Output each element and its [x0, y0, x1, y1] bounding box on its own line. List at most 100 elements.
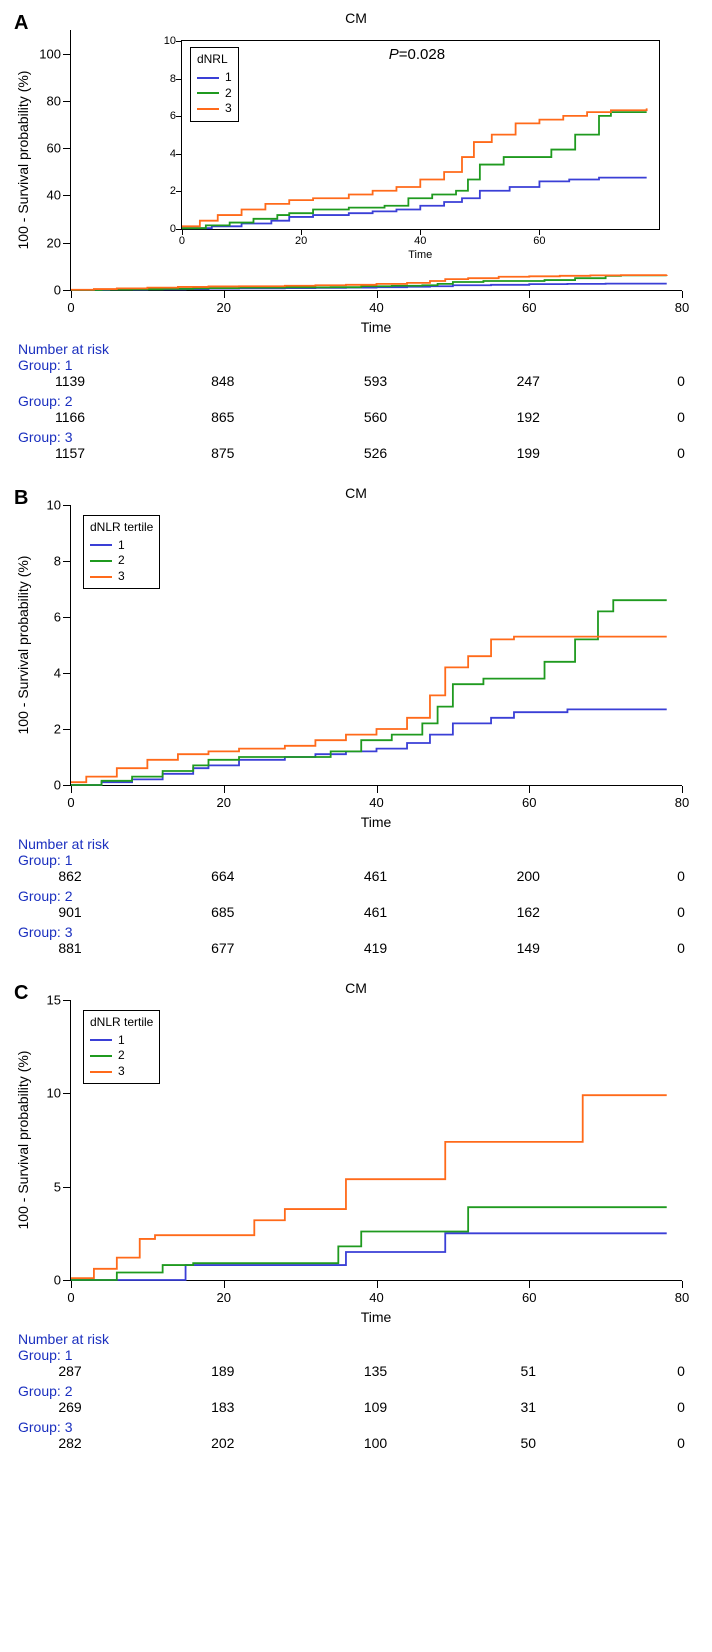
y-tick [63, 101, 70, 102]
y-tick [176, 116, 181, 117]
risk-cell: 1157 [55, 445, 85, 461]
p-value: P=0.028 [389, 46, 445, 63]
x-tick [71, 291, 72, 298]
legend-swatch [197, 77, 219, 79]
risk-cell: 50 [520, 1435, 536, 1451]
legend: dNLR tertile 123 [83, 515, 160, 589]
x-tick-label: 20 [217, 300, 231, 315]
legend-label: 3 [118, 1064, 125, 1080]
y-tick-label: 5 [54, 1179, 61, 1194]
x-tick-label: 20 [295, 235, 307, 247]
risk-row: 11578755261990 [70, 445, 681, 465]
plot-container: 100 - Survival probability (%) dNLR tert… [70, 1000, 682, 1325]
risk-cell: 192 [517, 409, 540, 425]
chart-title: CM [10, 980, 702, 996]
y-tick [63, 243, 70, 244]
risk-cell: 664 [211, 868, 234, 884]
x-tick-label: 40 [369, 1290, 383, 1305]
x-tick-label: 20 [217, 795, 231, 810]
y-tick [63, 1093, 70, 1094]
risk-cell: 560 [364, 409, 387, 425]
y-tick-label: 10 [47, 1086, 61, 1101]
risk-cell: 1166 [55, 409, 85, 425]
risk-header: Number at risk [18, 341, 682, 357]
legend-item: 3 [197, 101, 232, 117]
legend-item: 1 [90, 538, 153, 554]
y-tick-label: 2 [54, 722, 61, 737]
inset-lines [182, 41, 659, 228]
legend-swatch [90, 1055, 112, 1057]
legend-swatch [90, 544, 112, 546]
risk-cell: 109 [364, 1399, 387, 1415]
y-tick-label: 10 [164, 35, 176, 47]
risk-cell: 865 [211, 409, 234, 425]
risk-cell: 875 [211, 445, 234, 461]
y-tick-label: 0 [54, 283, 61, 298]
legend-swatch [90, 1039, 112, 1041]
y-tick [63, 617, 70, 618]
y-tick [63, 195, 70, 196]
chart-title: CM [10, 485, 702, 501]
risk-cell: 183 [211, 1399, 234, 1415]
legend-label: 1 [118, 538, 125, 554]
legend-label: 2 [118, 1048, 125, 1064]
series-s1 [71, 709, 667, 785]
y-tick-label: 6 [170, 110, 176, 122]
risk-row: 11668655601920 [70, 409, 681, 429]
x-tick [377, 786, 378, 793]
km-lines [71, 505, 682, 785]
y-tick [63, 561, 70, 562]
risk-group-label: Group: 1 [18, 1347, 682, 1363]
risk-cell: 149 [517, 940, 540, 956]
x-tick-label: 20 [217, 1290, 231, 1305]
y-tick-label: 6 [54, 610, 61, 625]
x-tick [224, 291, 225, 298]
x-axis-label: Time [70, 1309, 682, 1325]
risk-cell: 269 [58, 1399, 81, 1415]
legend-item: 2 [90, 1048, 153, 1064]
x-tick [682, 786, 683, 793]
km-lines [71, 1000, 682, 1280]
y-tick [176, 191, 181, 192]
risk-table: Number at riskGroup: 18626644612000Group… [18, 836, 682, 960]
y-tick-label: 8 [170, 73, 176, 85]
legend-label: 3 [225, 101, 232, 117]
risk-cell: 162 [517, 904, 540, 920]
y-tick [63, 1280, 70, 1281]
x-tick-label: 80 [675, 795, 689, 810]
x-tick [529, 1281, 530, 1288]
y-tick [176, 41, 181, 42]
risk-cell: 51 [520, 1363, 536, 1379]
x-tick-label: 40 [369, 300, 383, 315]
inset-xlabel: Time [408, 249, 432, 261]
y-tick [63, 148, 70, 149]
risk-cell: 0 [677, 373, 685, 389]
risk-cell: 593 [364, 373, 387, 389]
x-tick [682, 1281, 683, 1288]
risk-group-label: Group: 2 [18, 888, 682, 904]
plot-container: 100 - Survival probability (%) dNRL 123 … [70, 30, 682, 335]
y-tick [63, 290, 70, 291]
risk-cell: 202 [211, 1435, 234, 1451]
y-tick-label: 40 [47, 188, 61, 203]
legend: dNRL 123 [190, 47, 239, 121]
x-tick-label: 60 [522, 795, 536, 810]
y-tick-label: 2 [170, 185, 176, 197]
y-axis-label: 100 - Survival probability (%) [15, 71, 31, 250]
risk-cell: 31 [520, 1399, 536, 1415]
chart-title: CM [10, 10, 702, 26]
plot-area: 100 - Survival probability (%) dNLR tert… [70, 1000, 682, 1281]
risk-group-label: Group: 1 [18, 357, 682, 373]
legend-items: 123 [90, 538, 153, 585]
y-tick [63, 1187, 70, 1188]
risk-cell: 862 [58, 868, 81, 884]
y-tick-label: 80 [47, 93, 61, 108]
risk-cell: 526 [364, 445, 387, 461]
legend-item: 3 [90, 1064, 153, 1080]
y-tick-label: 15 [47, 993, 61, 1008]
legend-title: dNLR tertile [90, 1015, 153, 1031]
y-tick-label: 100 [39, 46, 61, 61]
legend: dNLR tertile 123 [83, 1010, 160, 1084]
y-tick [63, 785, 70, 786]
risk-cell: 247 [517, 373, 540, 389]
